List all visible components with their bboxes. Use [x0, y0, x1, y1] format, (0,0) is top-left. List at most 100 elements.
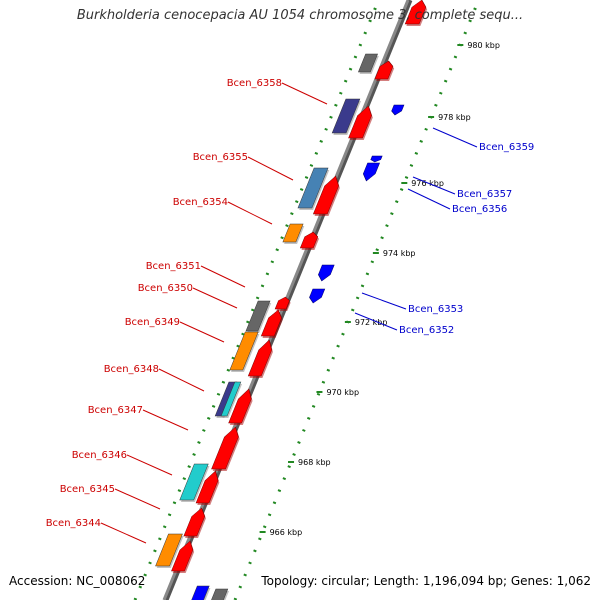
label-leader — [432, 127, 478, 148]
gene-block-orange — [282, 223, 305, 244]
gene-block-navy — [331, 98, 362, 135]
gene-body — [312, 175, 339, 215]
gene-body — [155, 533, 183, 567]
label-leader — [142, 409, 189, 431]
gene-body — [229, 331, 259, 371]
gene-body — [183, 507, 206, 537]
gene-block-steel — [297, 167, 330, 210]
gene-label-forward: Bcen_6349 — [125, 317, 180, 328]
label-leader — [227, 201, 273, 225]
track-reverse-outer — [233, 0, 480, 600]
gene-body — [358, 53, 378, 73]
gene-body — [348, 105, 372, 139]
gene-body — [362, 162, 380, 182]
gene-label-forward: Bcen_6355 — [193, 152, 248, 163]
gene-arrow-reverse — [318, 264, 335, 282]
gene-body — [297, 167, 329, 209]
gene-body — [190, 585, 210, 600]
gene-arrow-reverse — [391, 104, 405, 116]
scale-tick-label: 978 kbp — [438, 113, 471, 122]
gene-arrow-forward-9 — [211, 426, 240, 471]
accession-text: Accession: NC_008062 — [9, 574, 146, 588]
gene-body — [282, 223, 304, 243]
gene-label-reverse: Bcen_6353 — [408, 304, 463, 315]
gene-block-gray — [209, 588, 230, 600]
gene-body — [274, 296, 290, 310]
gene-arrow-forward-11 — [183, 507, 206, 538]
gene-arrow-reverse — [370, 155, 383, 163]
gene-label-reverse: Bcen_6357 — [457, 189, 512, 200]
scale-tick-label: 968 kbp — [298, 458, 331, 467]
gene-arrow-forward-4 — [299, 231, 319, 250]
gene-body — [370, 155, 383, 163]
track-forward-outer — [133, 0, 380, 600]
scale-tick-label: 980 kbp — [467, 41, 500, 50]
gene-arrow-forward-5 — [274, 296, 291, 311]
gene-label-reverse: Bcen_6352 — [399, 325, 454, 336]
gene-arrow-forward-8 — [228, 388, 253, 425]
label-leader — [192, 287, 238, 309]
scale-tick-label: 974 kbp — [383, 249, 416, 258]
label-leader — [354, 312, 398, 331]
gene-label-forward: Bcen_6354 — [173, 197, 228, 208]
gene-features — [155, 0, 428, 600]
gene-body — [228, 388, 252, 424]
gene-block-orange — [229, 331, 260, 372]
label-leader — [100, 522, 147, 544]
label-leader — [407, 188, 451, 210]
gene-label-forward: Bcen_6344 — [46, 518, 101, 529]
gene-body — [245, 300, 271, 332]
label-leader — [126, 454, 173, 476]
gene-arrow-forward-7 — [247, 339, 273, 378]
topology-summary: Topology: circular; Length: 1,196,094 bp… — [261, 574, 591, 588]
scale-tick-label: 970 kbp — [326, 388, 359, 397]
label-leader — [179, 321, 225, 343]
gene-body — [260, 309, 282, 337]
gene-arrow-forward-12 — [171, 540, 195, 573]
gene-label-forward: Bcen_6350 — [138, 283, 193, 294]
gene-label-forward: Bcen_6351 — [146, 261, 201, 272]
gene-block-gray — [245, 300, 272, 333]
gene-body — [247, 339, 273, 377]
label-leader — [114, 488, 161, 510]
gene-body — [211, 426, 239, 470]
gene-body — [404, 0, 427, 25]
label-leader — [361, 292, 407, 310]
gene-body — [391, 104, 405, 116]
gene-body — [309, 288, 326, 304]
gene-arrow-reverse — [309, 288, 326, 304]
scale-ticks: 980 kbp 978 kbp 976 kbp 974 kbp 972 kbp 970 k… — [259, 41, 500, 537]
gene-arrow-forward-2 — [348, 105, 373, 140]
forward-gene-labels: Bcen_6358 Bcen_6355 Bcen_6354 Bcen_6351 Bcen… — [46, 78, 328, 544]
gene-label-reverse: Bcen_6356 — [452, 204, 507, 215]
label-leader — [281, 82, 328, 105]
gene-block-cyan — [179, 463, 210, 502]
gene-arrow-forward-1 — [374, 60, 395, 81]
label-leader — [412, 176, 456, 195]
tick-tracks — [133, 0, 480, 600]
gene-arrow-forward-0 — [404, 0, 428, 26]
gene-arrow-forward-3 — [312, 175, 340, 216]
gene-arrow-reverse — [362, 162, 380, 182]
scale-tick-label: 976 kbp — [411, 179, 444, 188]
scale-tick-label: 966 kbp — [270, 528, 303, 537]
label-leader — [247, 156, 294, 181]
label-leader — [200, 265, 246, 288]
gene-arrow-forward-10 — [195, 470, 220, 505]
gene-body — [171, 540, 194, 572]
gene-label-forward: Bcen_6348 — [104, 364, 159, 375]
gene-label-forward: Bcen_6347 — [88, 405, 143, 416]
reverse-gene-labels: Bcen_6359 Bcen_6357 Bcen_6356 Bcen_6353 Bcen… — [354, 127, 534, 336]
gene-body — [318, 264, 335, 282]
map-title: Burkholderia cenocepacia AU 1054 chromos… — [76, 8, 524, 23]
label-leader — [158, 368, 205, 392]
gene-label-forward: Bcen_6345 — [60, 484, 115, 495]
gene-block-orange — [155, 533, 184, 568]
gene-block-gray — [358, 53, 379, 74]
gene-body — [374, 60, 394, 80]
gene-label-forward: Bcen_6346 — [72, 450, 127, 461]
gene-block-cyan — [220, 381, 243, 418]
gene-body — [299, 231, 319, 249]
gene-block-blue — [190, 585, 211, 600]
